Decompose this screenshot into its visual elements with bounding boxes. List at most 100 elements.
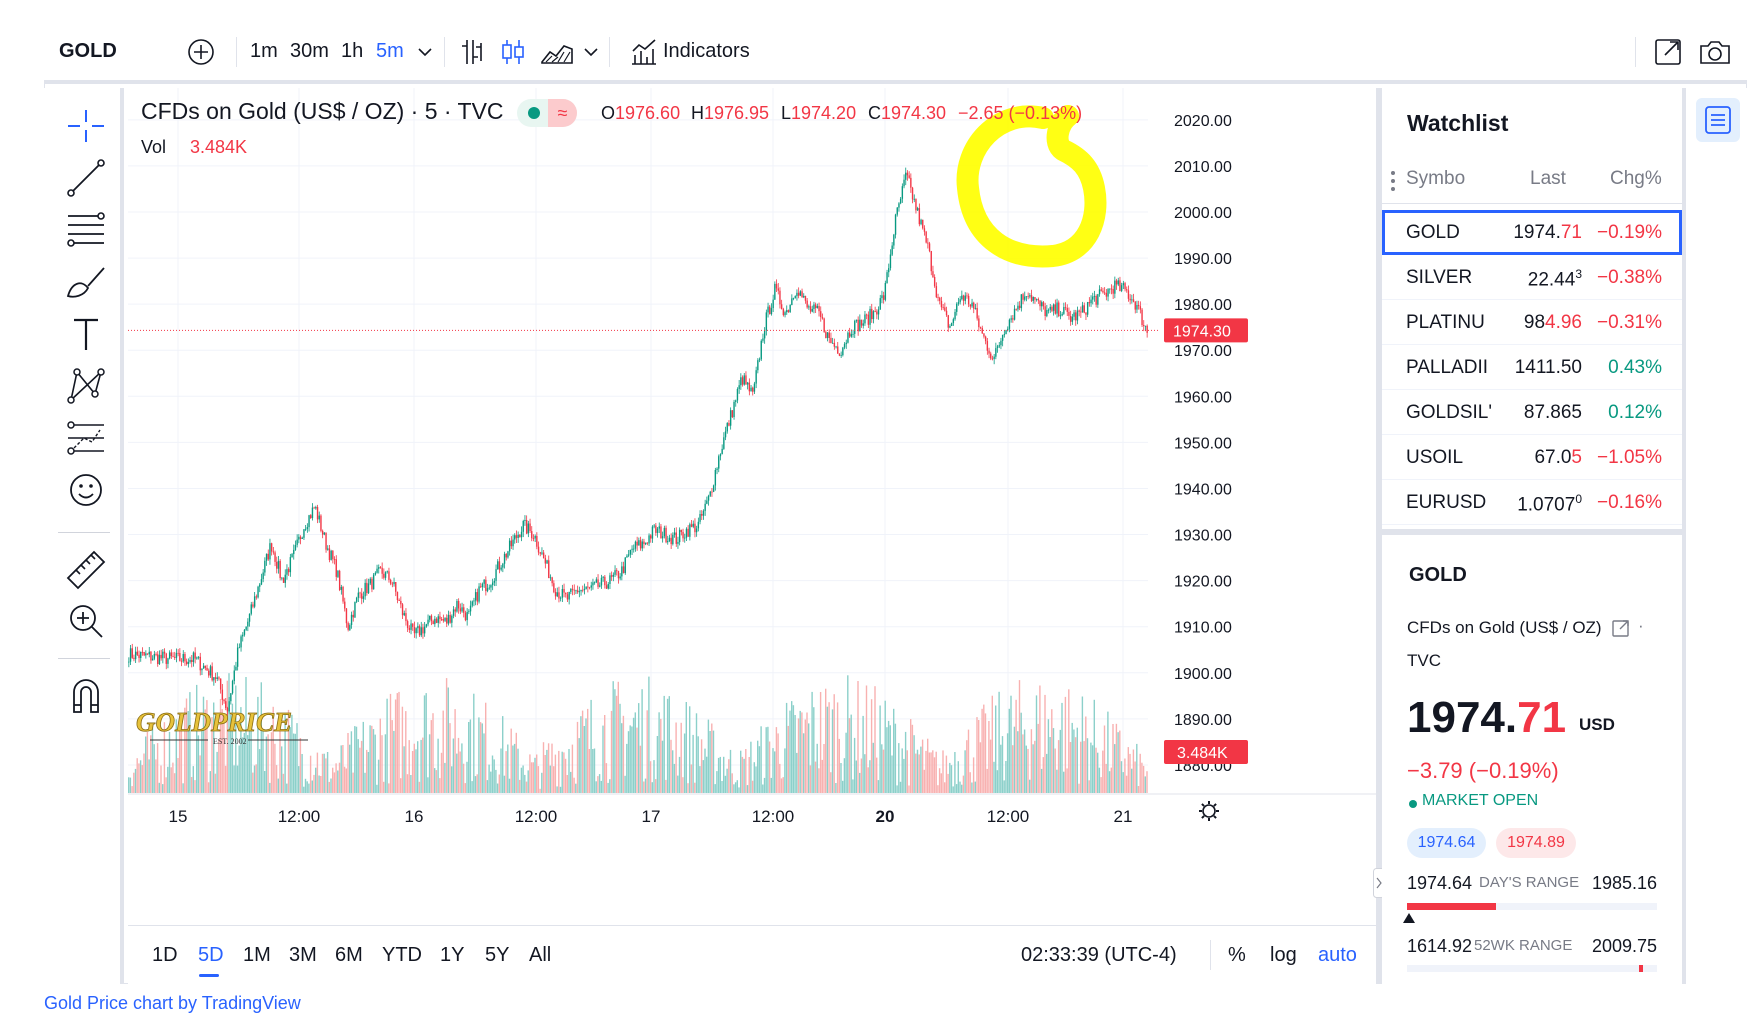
open-in-new-icon[interactable]	[1653, 37, 1683, 67]
watchlist-row-goldsil[interactable]: GOLDSIL' 87.865 0.12%	[1382, 390, 1682, 435]
pattern-tool-icon[interactable]	[62, 364, 110, 408]
volume-bar	[1074, 737, 1077, 793]
auto-scale-toggle[interactable]: auto	[1318, 944, 1357, 966]
brush-icon[interactable]	[62, 260, 110, 304]
clock-timezone[interactable]: 02:33:39 (UTC-4)	[1021, 944, 1177, 966]
candle-body	[167, 658, 169, 664]
watchlist-row-usoil[interactable]: USOIL 67.05 −1.05%	[1382, 435, 1682, 480]
candle-body	[922, 219, 924, 229]
range-1m[interactable]: 1M	[243, 944, 271, 966]
candle-body	[597, 579, 599, 587]
drag-handle-icon[interactable]	[1390, 170, 1396, 192]
range-1d[interactable]: 1D	[152, 944, 178, 966]
volume-bar	[422, 737, 424, 793]
candles-chart-type-icon[interactable]	[499, 37, 527, 67]
volume-bar	[359, 747, 361, 793]
volume-bar	[865, 685, 868, 793]
trend-line-icon[interactable]	[62, 156, 110, 200]
watchlist-row-silver[interactable]: SILVER 22.443 −0.38%	[1382, 255, 1682, 300]
volume-bar	[1012, 745, 1014, 793]
interval-30m[interactable]: 30m	[290, 40, 329, 62]
52wk-range-label: 52WK RANGE	[1474, 937, 1573, 954]
x-axis-tick-label: 21	[1114, 807, 1133, 826]
column-header-chg[interactable]: Chg%	[1610, 168, 1662, 189]
candle-body	[128, 661, 130, 663]
candle-body	[614, 570, 616, 575]
volume-bar	[726, 768, 728, 793]
volume-bar	[466, 761, 468, 793]
candle-body	[772, 299, 774, 309]
range-1y[interactable]: 1Y	[440, 944, 465, 966]
watchlist-row-palladii[interactable]: PALLADII 1411.50 0.43%	[1382, 345, 1682, 390]
column-header-symbol[interactable]: Symbo	[1406, 168, 1466, 189]
candle-body	[134, 651, 137, 660]
footer-attribution[interactable]: Gold Price chart by TradingView	[44, 993, 301, 1013]
y-axis-tick-label: 2000.00	[1174, 205, 1232, 222]
interval-1h[interactable]: 1h	[341, 40, 364, 62]
camera-icon[interactable]	[1698, 37, 1732, 67]
chart-symbol-title[interactable]: CFDs on Gold (US$ / OZ) · 5 · TVC	[141, 98, 504, 124]
prediction-tool-icon[interactable]	[62, 416, 110, 460]
candle-body	[1069, 316, 1072, 322]
volume-bar	[372, 729, 375, 793]
volume-bar	[617, 681, 619, 793]
volume-bar	[298, 766, 300, 793]
watchlist-title[interactable]: Watchlist	[1407, 110, 1509, 136]
interval-5m[interactable]: 5m	[376, 40, 404, 62]
indicators-button[interactable]: Indicators	[663, 40, 750, 62]
range-5d[interactable]: 5D	[198, 944, 224, 966]
volume-bar	[813, 707, 815, 793]
magnet-icon[interactable]	[62, 672, 110, 716]
add-symbol-icon[interactable]	[187, 38, 215, 66]
volume-bar	[371, 725, 373, 793]
market-status-pill[interactable]: ≈	[517, 99, 577, 127]
candle-body	[643, 541, 645, 545]
column-header-last[interactable]: Last	[1530, 168, 1566, 189]
volume-bar	[950, 765, 953, 793]
settings-gear-icon[interactable]	[1199, 801, 1219, 821]
watchlist-row-platinu[interactable]: PLATINU 984.96 −0.31%	[1382, 300, 1682, 345]
volume-bar	[326, 752, 329, 793]
candle-body	[267, 553, 269, 560]
candle-body	[1029, 295, 1031, 297]
open-link-icon[interactable]	[1611, 618, 1631, 638]
bar-chart-type-icon[interactable]	[459, 37, 487, 67]
candle-body	[590, 585, 592, 588]
chevron-down-icon[interactable]	[584, 47, 598, 57]
volume-bar	[848, 718, 851, 793]
day-range-fill	[1407, 903, 1496, 910]
emoji-icon[interactable]	[62, 468, 110, 512]
interval-1m[interactable]: 1m	[250, 40, 278, 62]
watchlist-row-gold[interactable]: GOLD 1974.71 −0.19%	[1382, 210, 1682, 255]
volume-bar	[736, 780, 738, 793]
percent-scale-toggle[interactable]: %	[1228, 944, 1246, 966]
range-ytd[interactable]: YTD	[382, 944, 422, 966]
crosshair-icon[interactable]	[62, 104, 110, 148]
volume-bar	[529, 754, 531, 793]
candle-body	[653, 525, 655, 527]
watchlist-tab[interactable]	[1696, 98, 1740, 142]
candle-body	[823, 318, 825, 333]
range-all[interactable]: All	[529, 944, 552, 966]
volume-bar	[804, 719, 806, 793]
indicators-icon[interactable]	[629, 37, 659, 67]
range-6m[interactable]: 6M	[335, 944, 363, 966]
area-chart-type-icon[interactable]	[540, 37, 574, 67]
text-tool-icon[interactable]	[62, 312, 110, 356]
ruler-icon[interactable]	[62, 546, 110, 590]
fib-retracement-icon[interactable]	[62, 208, 110, 252]
watchlist-row-eurusd[interactable]: EURUSD 1.07070 −0.16%	[1382, 480, 1682, 525]
volume-bar	[410, 775, 412, 793]
log-scale-toggle[interactable]: log	[1270, 944, 1297, 966]
range-5y[interactable]: 5Y	[485, 944, 510, 966]
zoom-in-icon[interactable]	[62, 598, 110, 642]
symbol-search[interactable]: GOLD	[59, 40, 117, 62]
volume-bar	[728, 759, 730, 793]
volume-bar	[1051, 709, 1053, 793]
chevron-down-icon[interactable]	[418, 47, 432, 57]
52wk-range-track	[1407, 965, 1657, 972]
watchlist-symbol: SILVER	[1406, 267, 1473, 288]
candle-body	[622, 566, 625, 574]
range-3m[interactable]: 3M	[289, 944, 317, 966]
